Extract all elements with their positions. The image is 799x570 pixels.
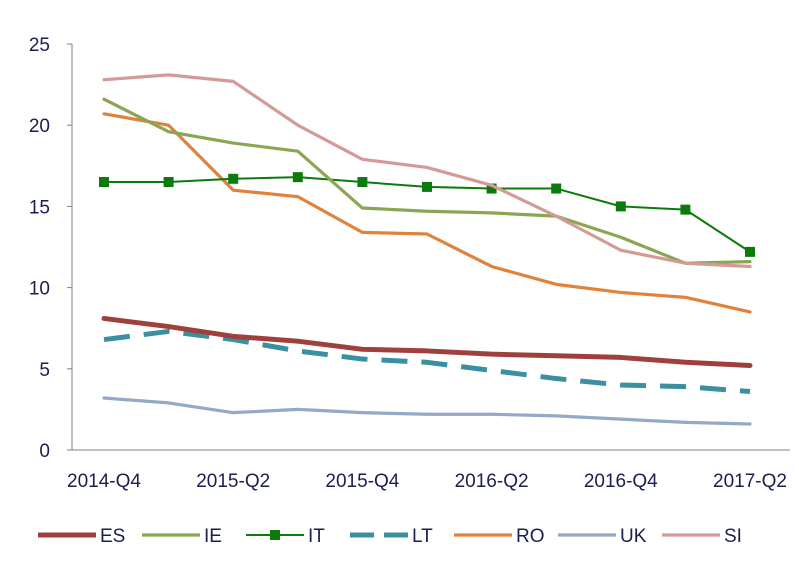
x-tick-label: 2015-Q2 [196,471,270,492]
legend: ES IE IT LT RO UK SI [38,526,742,547]
x-tick-label: 2014-Q4 [67,471,141,492]
x-tick-label: 2016-Q4 [584,471,658,492]
series-it-marker [99,177,109,188]
y-tick-label: 25 [29,35,50,56]
y-tick-label: 0 [39,441,50,462]
y-tick-label: 10 [29,279,50,300]
series-it-marker [163,177,174,188]
series-it-marker [422,181,432,192]
series-it-marker [357,177,368,188]
series-it-marker [292,172,303,183]
series-si-line [102,73,752,269]
x-tick-label: 2016-Q2 [455,471,529,492]
series-it-marker [615,201,626,212]
y-tick-label: 20 [29,116,50,137]
y-tick-label: 15 [29,197,50,218]
series-it-marker [486,183,497,194]
legend-label-lt: LT [412,526,433,547]
series-it-marker [228,173,239,184]
x-tick-label: 2015-Q4 [325,471,399,492]
series-layer [99,73,755,426]
series-uk-line [102,396,752,426]
series-it-marker [551,183,562,194]
series-ro-line [102,112,752,314]
legend-label-uk: UK [620,526,647,547]
series-es-line [101,315,753,369]
series-it-marker [745,246,755,257]
legend-label-es: ES [100,526,125,547]
series-lt-line [103,328,751,395]
legend-label-it: IT [308,526,325,547]
series-ie-line [102,97,752,265]
y-tick-label: 5 [39,360,50,381]
axes: 0 5 10 15 20 25 2014-Q4 2015-Q2 2015-Q4 2016-Q2 20… [29,35,790,492]
legend-marker-it [270,530,280,540]
series-it-marker [680,204,691,215]
legend-label-ro: RO [516,526,545,547]
legend-label-si: SI [724,526,742,547]
legend-label-ie: IE [204,526,222,547]
x-tick-label: 2017-Q2 [713,471,787,492]
